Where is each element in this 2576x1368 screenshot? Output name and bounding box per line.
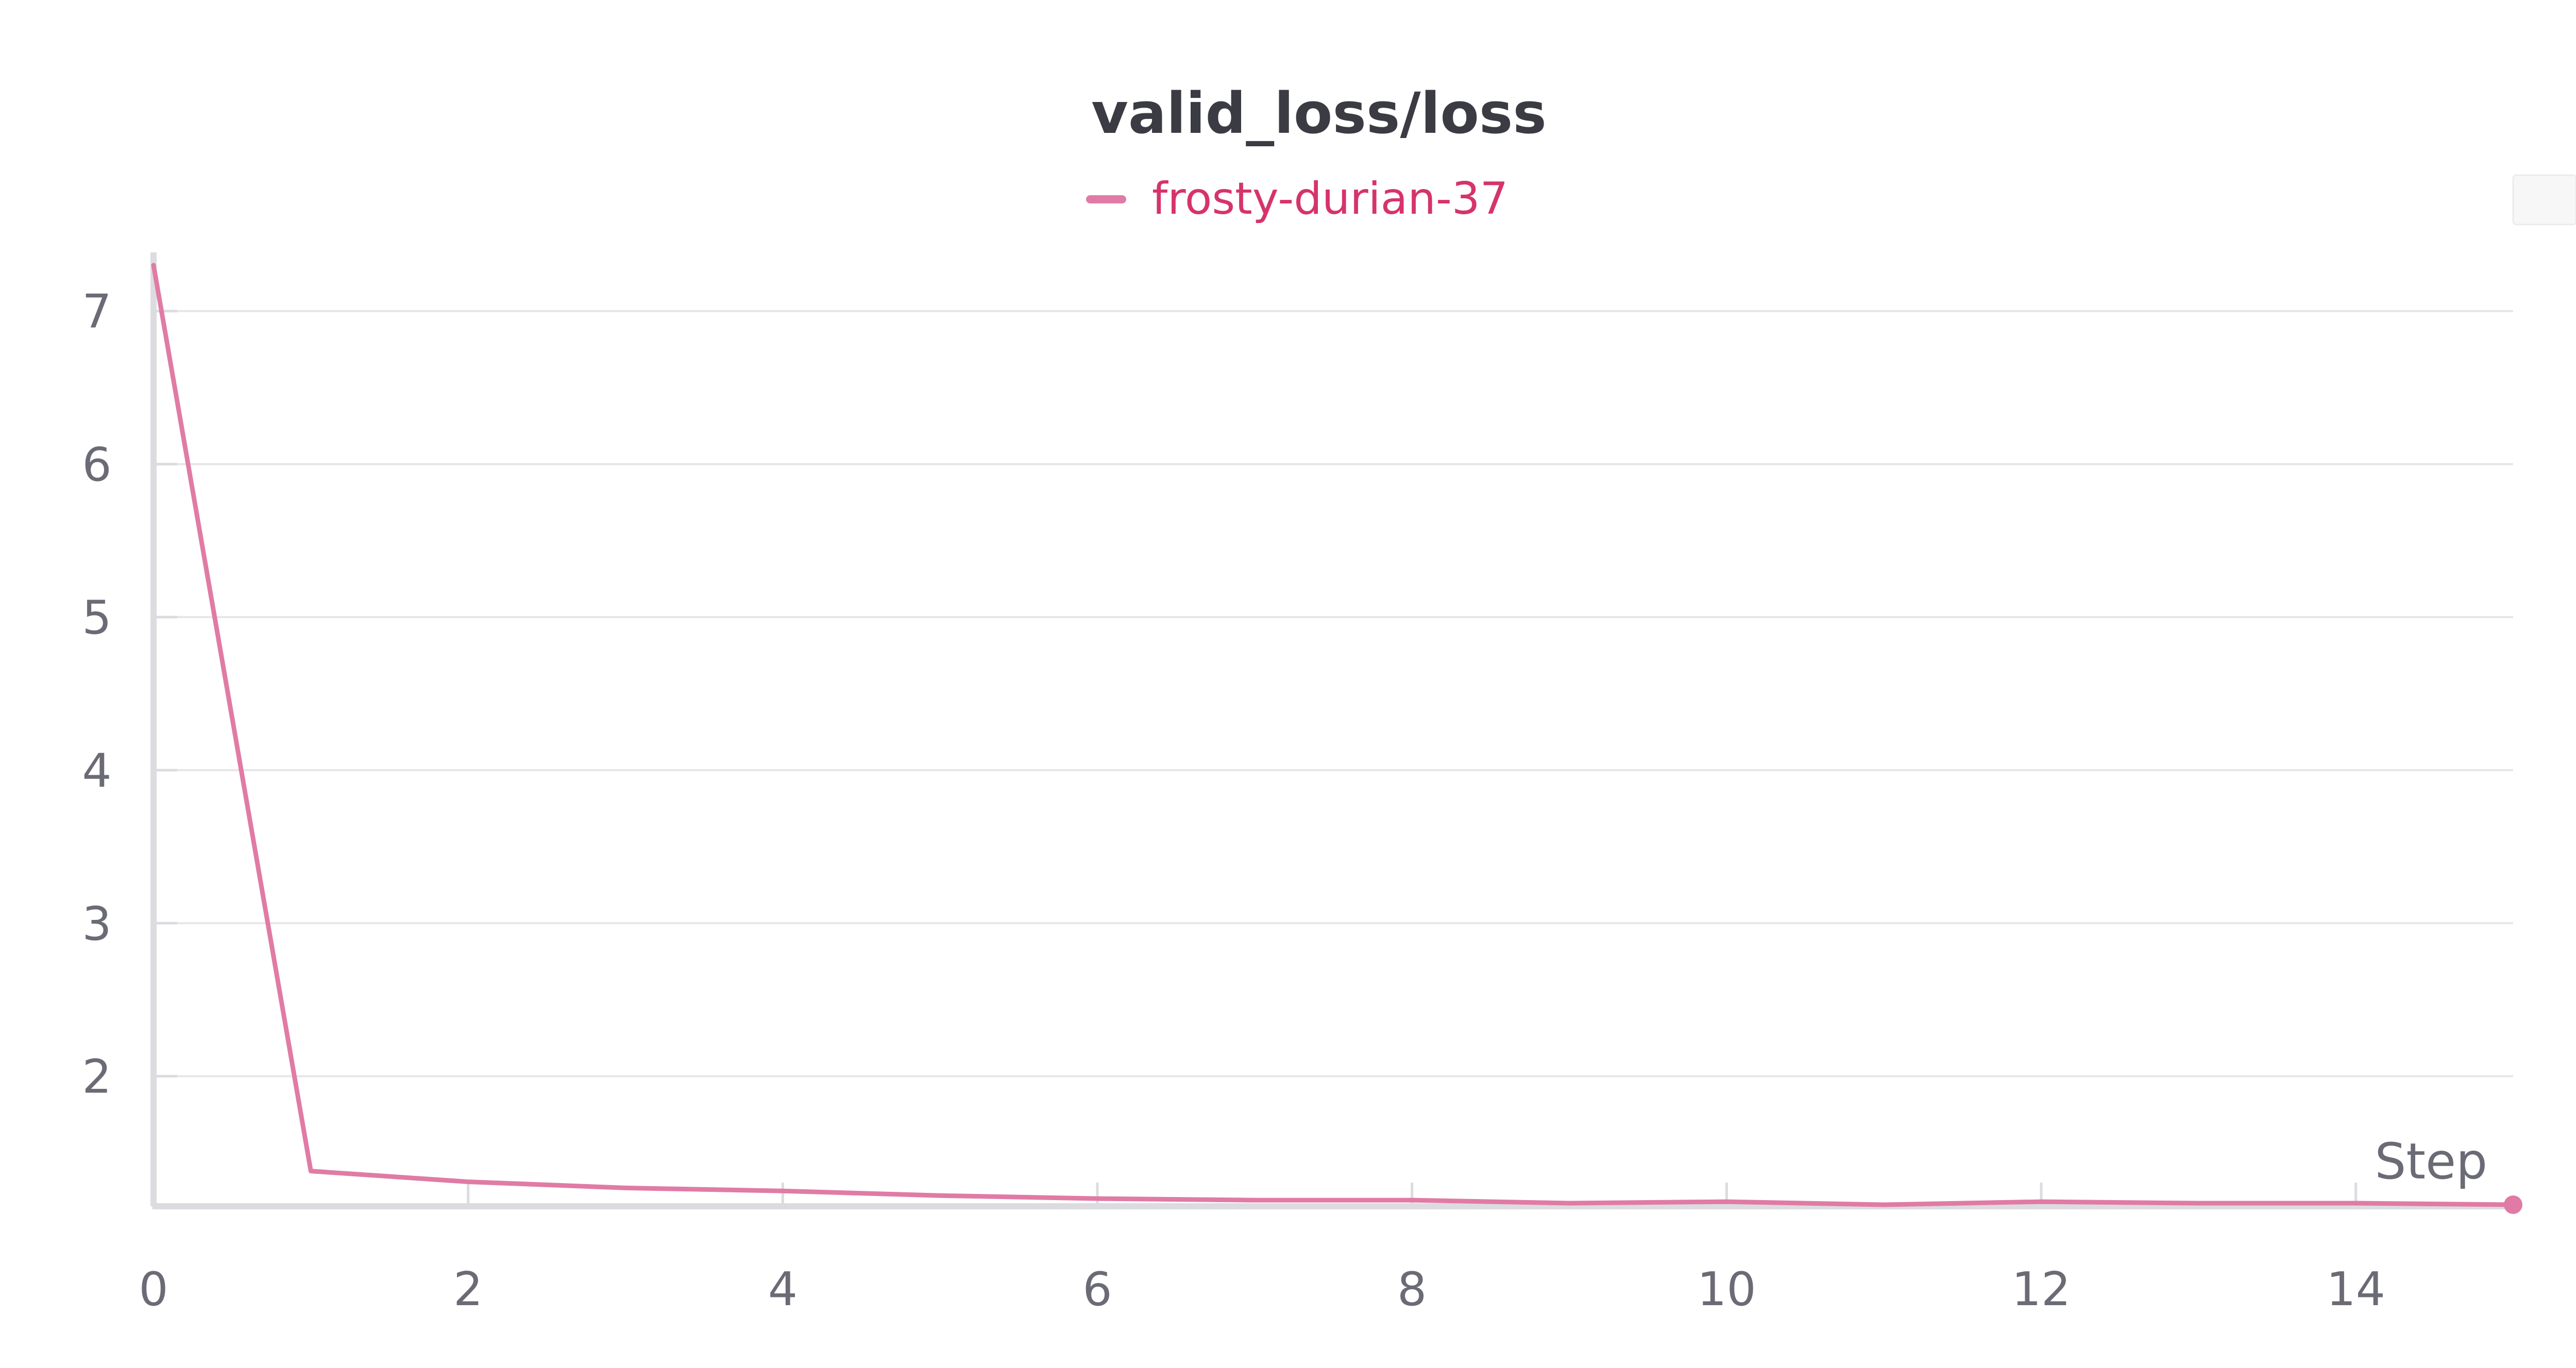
x-tick-label: 14 xyxy=(2326,1262,2385,1316)
data-point xyxy=(1882,1202,1887,1207)
y-tick-label: 5 xyxy=(82,591,111,645)
x-tick-label: 0 xyxy=(139,1262,168,1316)
x-ticks: 0 2 4 6 8 10 12 14 xyxy=(139,1183,2385,1316)
data-point xyxy=(1410,1198,1415,1203)
axes xyxy=(150,252,2513,1209)
data-point xyxy=(466,1179,471,1184)
x-tick-label: 2 xyxy=(453,1262,483,1316)
series xyxy=(151,263,2522,1215)
x-tick-label: 6 xyxy=(1082,1262,1112,1316)
data-point xyxy=(938,1193,943,1198)
x-tick-label: 12 xyxy=(2012,1262,2071,1316)
x-tick-label: 8 xyxy=(1397,1262,1427,1316)
data-point xyxy=(1567,1201,1572,1206)
data-point xyxy=(623,1185,628,1190)
data-point xyxy=(1724,1199,1729,1204)
x-tick-label: 10 xyxy=(1697,1262,1756,1316)
data-point xyxy=(2353,1201,2359,1206)
y-tick-label: 6 xyxy=(82,438,111,492)
series-line xyxy=(151,263,2516,1207)
data-point xyxy=(1252,1198,1257,1203)
y-ticks: 2 3 4 5 6 7 xyxy=(82,285,177,1104)
grid xyxy=(154,310,2513,1078)
chart-title: valid_loss/loss xyxy=(1091,80,1547,146)
legend: frosty-durian-37 xyxy=(1086,173,1508,225)
data-point xyxy=(1095,1196,1100,1201)
series-end-marker xyxy=(2504,1195,2522,1215)
x-axis-title: Step xyxy=(2375,1133,2487,1190)
y-tick-label: 4 xyxy=(82,744,111,798)
data-point xyxy=(308,1169,313,1174)
y-tick-label: 7 xyxy=(82,285,111,339)
data-point xyxy=(151,263,156,268)
data-point xyxy=(780,1188,785,1193)
y-tick-label: 3 xyxy=(82,897,111,951)
legend-swatch xyxy=(1086,195,1126,203)
panel-control-button[interactable] xyxy=(2512,174,2576,226)
x-tick-label: 4 xyxy=(768,1262,798,1316)
legend-label: frosty-durian-37 xyxy=(1152,173,1508,225)
y-tick-label: 2 xyxy=(82,1050,111,1104)
data-point xyxy=(2196,1201,2201,1206)
data-point xyxy=(2039,1199,2044,1204)
